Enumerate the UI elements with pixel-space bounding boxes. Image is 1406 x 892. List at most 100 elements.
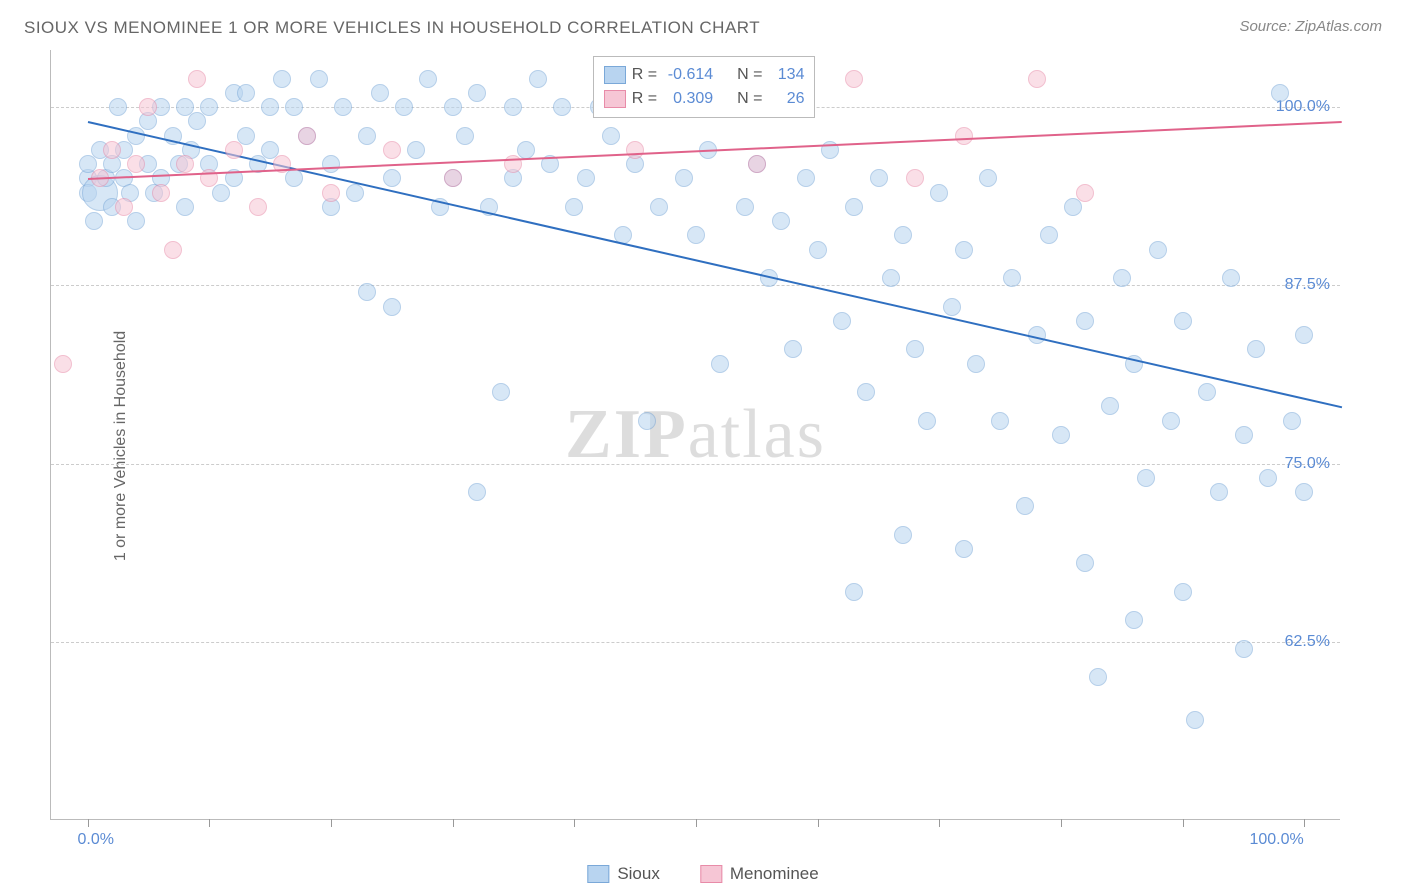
data-point [188, 70, 206, 88]
data-point [602, 127, 620, 145]
data-point [285, 98, 303, 116]
data-point [237, 84, 255, 102]
watermark-rest: atlas [688, 396, 826, 473]
bottom-legend-item: Menominee [700, 864, 819, 884]
data-point [285, 169, 303, 187]
data-point [687, 226, 705, 244]
y-tick-label: 75.0% [1285, 455, 1330, 473]
data-point [1149, 241, 1167, 259]
data-point [1016, 497, 1034, 515]
data-point [310, 70, 328, 88]
data-point [1295, 483, 1313, 501]
data-point [845, 70, 863, 88]
bottom-legend: Sioux Menominee [587, 864, 818, 884]
data-point [1137, 469, 1155, 487]
data-point [906, 169, 924, 187]
data-point [200, 98, 218, 116]
data-point [991, 412, 1009, 430]
data-point [882, 269, 900, 287]
watermark-bold: ZIP [565, 396, 688, 473]
data-point [894, 526, 912, 544]
data-point [152, 184, 170, 202]
data-point [383, 298, 401, 316]
data-point [1186, 711, 1204, 729]
data-point [176, 198, 194, 216]
x-tick [453, 819, 454, 827]
data-point [979, 169, 997, 187]
legend-n-label: N = [737, 90, 762, 108]
data-point [298, 127, 316, 145]
data-point [870, 169, 888, 187]
y-tick-label: 62.5% [1285, 633, 1330, 651]
legend-n-value: 26 [768, 90, 804, 108]
y-tick-label: 87.5% [1285, 276, 1330, 294]
data-point [1162, 412, 1180, 430]
data-point [845, 583, 863, 601]
data-point [1235, 426, 1253, 444]
data-point [650, 198, 668, 216]
data-point [85, 212, 103, 230]
data-point [358, 283, 376, 301]
data-point [833, 312, 851, 330]
x-tick [939, 819, 940, 827]
data-point [322, 155, 340, 173]
data-point [1113, 269, 1131, 287]
chart-title: SIOUX VS MENOMINEE 1 OR MORE VEHICLES IN… [24, 18, 760, 38]
data-point [115, 198, 133, 216]
data-point [358, 127, 376, 145]
legend-swatch [604, 90, 626, 108]
data-point [943, 298, 961, 316]
stats-legend: R =-0.614N =134R =0.309N =26 [593, 56, 816, 118]
data-point [1174, 312, 1192, 330]
data-point [419, 70, 437, 88]
data-point [517, 141, 535, 159]
data-point [1174, 583, 1192, 601]
data-point [237, 127, 255, 145]
data-point [103, 141, 121, 159]
data-point [906, 340, 924, 358]
data-point [176, 155, 194, 173]
x-tick [1183, 819, 1184, 827]
data-point [188, 112, 206, 130]
data-point [346, 184, 364, 202]
legend-r-label: R = [632, 90, 657, 108]
legend-series-label: Sioux [617, 864, 660, 884]
data-point [1198, 383, 1216, 401]
data-point [809, 241, 827, 259]
data-point [1210, 483, 1228, 501]
x-tick [696, 819, 697, 827]
data-point [1064, 198, 1082, 216]
x-tick [331, 819, 332, 827]
data-point [529, 70, 547, 88]
data-point [577, 169, 595, 187]
data-point [139, 98, 157, 116]
data-point [1028, 70, 1046, 88]
legend-n-value: 134 [768, 66, 804, 84]
x-tick [1304, 819, 1305, 827]
data-point [955, 241, 973, 259]
data-point [1101, 397, 1119, 415]
data-point [1076, 184, 1094, 202]
legend-swatch [587, 865, 609, 883]
data-point [371, 84, 389, 102]
data-point [164, 241, 182, 259]
data-point [1052, 426, 1070, 444]
data-point [273, 70, 291, 88]
data-point [225, 141, 243, 159]
legend-swatch [604, 66, 626, 84]
stats-legend-row: R =0.309N =26 [604, 87, 805, 111]
data-point [1222, 269, 1240, 287]
data-point [1283, 412, 1301, 430]
data-point [468, 84, 486, 102]
x-tick-label: 100.0% [1249, 831, 1303, 849]
data-point [127, 212, 145, 230]
data-point [857, 383, 875, 401]
data-point [444, 98, 462, 116]
data-point [1003, 269, 1021, 287]
data-point [955, 127, 973, 145]
data-point [772, 212, 790, 230]
data-point [261, 98, 279, 116]
legend-r-label: R = [632, 66, 657, 84]
data-point [797, 169, 815, 187]
data-point [504, 98, 522, 116]
